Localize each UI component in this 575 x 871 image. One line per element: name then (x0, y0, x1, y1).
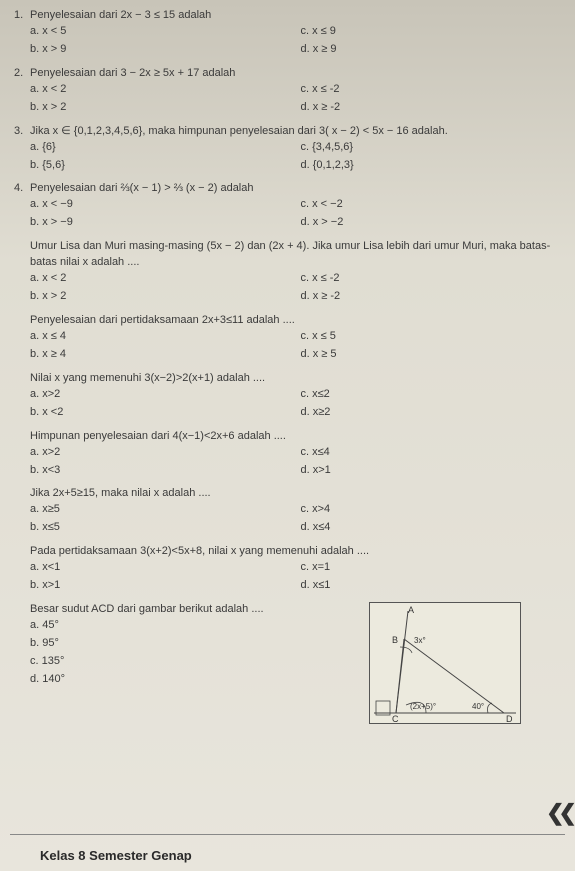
option-a: a. x<1 (30, 560, 291, 576)
option-c: c. x ≤ -2 (301, 271, 562, 287)
option-c: c. x ≤ 9 (301, 24, 562, 40)
option-a: a. 45° (30, 618, 381, 634)
question-text: Umur Lisa dan Muri masing-masing (5x − 2… (30, 239, 561, 271)
option-b: b. x > 2 (30, 289, 291, 305)
question-text: Penyelesaian dari pertidaksamaan 2x+3≤11… (30, 313, 561, 329)
question-text: Jika x ∈ {0,1,2,3,4,5,6}, maka himpunan … (30, 124, 561, 140)
option-b: b. x<3 (30, 463, 291, 479)
question: Nilai x yang memenuhi 3(x−2)>2(x+1) adal… (14, 371, 561, 421)
worksheet-page: 1.Penyelesaian dari 2x − 3 ≤ 15 adalaha.… (0, 0, 575, 871)
question-text: Pada pertidaksamaan 3(x+2)<5x+8, nilai x… (30, 544, 561, 560)
option-c: c. {3,4,5,6} (301, 140, 562, 156)
option-b: b. {5,6} (30, 158, 291, 174)
question: Pada pertidaksamaan 3(x+2)<5x+8, nilai x… (14, 544, 561, 594)
option-d: d. x≤4 (301, 520, 562, 536)
question-number: 4. (14, 181, 30, 197)
option-c: c. x ≤ 5 (301, 329, 562, 345)
geometry-diagram: A B C D 3x° (2x+5)° 40° (369, 602, 521, 724)
question: 1.Penyelesaian dari 2x − 3 ≤ 15 adalaha.… (14, 8, 561, 58)
question-number (14, 371, 30, 387)
question-number: 3. (14, 124, 30, 140)
option-d: d. x≥2 (301, 405, 562, 421)
option-d: d. x > −2 (301, 215, 562, 231)
option-b: b. x>1 (30, 578, 291, 594)
angle-right-label: 40° (472, 702, 484, 711)
page-footer: Kelas 8 Semester Genap (40, 848, 192, 863)
option-a: a. x>2 (30, 445, 291, 461)
option-c: c. x=1 (301, 560, 562, 576)
option-d: d. x ≥ 9 (301, 42, 562, 58)
question-number: 1. (14, 8, 30, 24)
option-a: a. x≥5 (30, 502, 291, 518)
question-text: Jika 2x+5≥15, maka nilai x adalah .... (30, 486, 561, 502)
option-b: b. x≤5 (30, 520, 291, 536)
vertex-b-label: B (392, 635, 398, 645)
option-d: d. 140° (30, 672, 381, 688)
question-number (14, 313, 30, 329)
divider (10, 834, 565, 835)
option-b: b. x > 9 (30, 42, 291, 58)
option-b: b. 95° (30, 636, 381, 652)
question-text: Penyelesaian dari 2x − 3 ≤ 15 adalah (30, 8, 561, 24)
question-number: 2. (14, 66, 30, 82)
option-a: a. x < 2 (30, 82, 291, 98)
question: Umur Lisa dan Muri masing-masing (5x − 2… (14, 239, 561, 305)
question: Jika 2x+5≥15, maka nilai x adalah ....a.… (14, 486, 561, 536)
option-a: a. x < −9 (30, 197, 291, 213)
option-a: a. x < 5 (30, 24, 291, 40)
option-a: a. x>2 (30, 387, 291, 403)
question-list: 1.Penyelesaian dari 2x − 3 ≤ 15 adalaha.… (14, 8, 561, 594)
option-a: a. x < 2 (30, 271, 291, 287)
option-b: b. x > 2 (30, 100, 291, 116)
chevron-icon: ❮❮ (546, 800, 571, 826)
option-d: d. x≤1 (301, 578, 562, 594)
question-number (14, 429, 30, 445)
option-d: d. x ≥ -2 (301, 100, 562, 116)
option-c: c. x ≤ -2 (301, 82, 562, 98)
option-b: b. x ≥ 4 (30, 347, 291, 363)
option-c: c. x≤2 (301, 387, 562, 403)
vertex-a-label: A (408, 605, 414, 615)
question-number (14, 544, 30, 560)
question-text: Nilai x yang memenuhi 3(x−2)>2(x+1) adal… (30, 371, 561, 387)
question-number (14, 486, 30, 502)
option-b: b. x > −9 (30, 215, 291, 231)
question-text: Besar sudut ACD dari gambar berikut adal… (30, 602, 381, 618)
question: 4.Penyelesaian dari ⅔(x − 1) > ⅔ (x − 2)… (14, 181, 561, 231)
question-11: Besar sudut ACD dari gambar berikut adal… (14, 602, 561, 688)
option-d: d. x ≥ -2 (301, 289, 562, 305)
option-c: c. x≤4 (301, 445, 562, 461)
question: Penyelesaian dari pertidaksamaan 2x+3≤11… (14, 313, 561, 363)
question: 3.Jika x ∈ {0,1,2,3,4,5,6}, maka himpuna… (14, 124, 561, 174)
angle-top-label: 3x° (414, 636, 426, 645)
option-b: b. x <2 (30, 405, 291, 421)
question: 2.Penyelesaian dari 3 − 2x ≥ 5x + 17 ada… (14, 66, 561, 116)
angle-left-label: (2x+5)° (410, 702, 436, 711)
option-c: c. 135° (30, 654, 381, 670)
option-c: c. x>4 (301, 502, 562, 518)
question-text: Penyelesaian dari ⅔(x − 1) > ⅔ (x − 2) a… (30, 181, 561, 197)
option-c: c. x < −2 (301, 197, 562, 213)
question: Himpunan penyelesaian dari 4(x−1)<2x+6 a… (14, 429, 561, 479)
option-a: a. {6} (30, 140, 291, 156)
option-d: d. x>1 (301, 463, 562, 479)
vertex-c-label: C (392, 714, 399, 723)
vertex-d-label: D (506, 714, 513, 723)
question-number (14, 239, 30, 271)
option-a: a. x ≤ 4 (30, 329, 291, 345)
option-d: d. x ≥ 5 (301, 347, 562, 363)
question-text: Penyelesaian dari 3 − 2x ≥ 5x + 17 adala… (30, 66, 561, 82)
question-number (14, 602, 30, 618)
question-text: Himpunan penyelesaian dari 4(x−1)<2x+6 a… (30, 429, 561, 445)
option-d: d. {0,1,2,3} (301, 158, 562, 174)
